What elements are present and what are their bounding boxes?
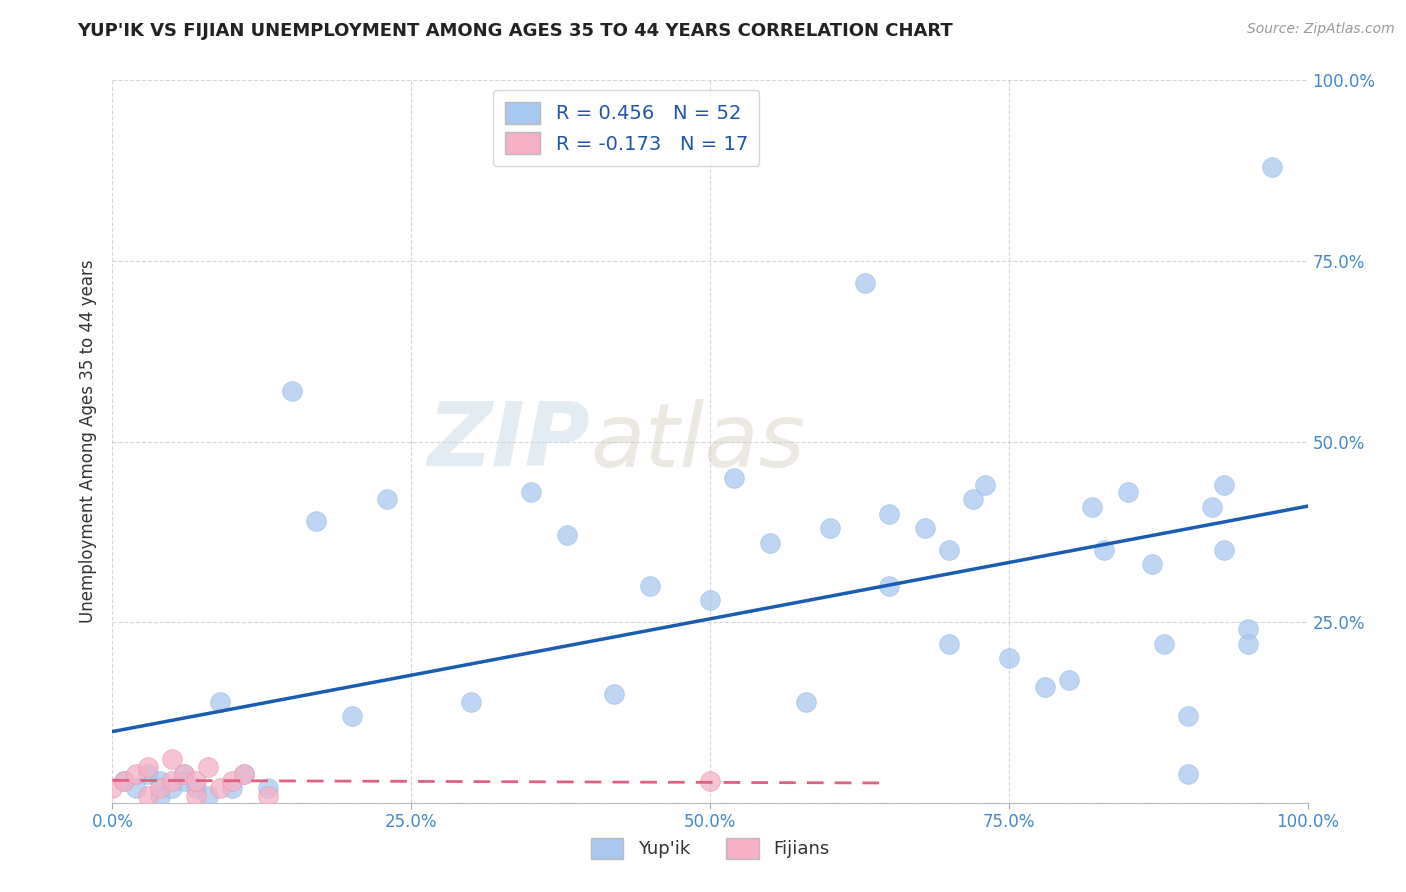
Point bbox=[1057, 673, 1080, 687]
Point bbox=[125, 781, 148, 796]
Point bbox=[603, 687, 626, 701]
Point bbox=[340, 709, 363, 723]
Text: ZIP: ZIP bbox=[427, 398, 591, 485]
Point bbox=[221, 774, 243, 789]
Point bbox=[162, 752, 183, 766]
Point bbox=[1237, 623, 1260, 637]
Point bbox=[186, 781, 208, 796]
Point bbox=[962, 492, 984, 507]
Point bbox=[879, 507, 901, 521]
Point bbox=[233, 767, 256, 781]
Point bbox=[879, 579, 901, 593]
Point bbox=[520, 485, 543, 500]
Text: atlas: atlas bbox=[591, 399, 806, 484]
Point bbox=[974, 478, 997, 492]
Point bbox=[699, 593, 721, 607]
Point bbox=[1261, 160, 1284, 174]
Point bbox=[759, 535, 782, 549]
Point bbox=[149, 789, 172, 803]
Point bbox=[1033, 680, 1056, 694]
Point bbox=[186, 789, 208, 803]
Point bbox=[138, 767, 160, 781]
Point bbox=[186, 774, 208, 789]
Point bbox=[1237, 637, 1260, 651]
Text: Source: ZipAtlas.com: Source: ZipAtlas.com bbox=[1247, 22, 1395, 37]
Point bbox=[855, 276, 877, 290]
Point bbox=[998, 651, 1021, 665]
Point bbox=[1213, 542, 1236, 557]
Point bbox=[794, 695, 817, 709]
Point bbox=[1177, 767, 1199, 781]
Point bbox=[173, 774, 195, 789]
Point bbox=[257, 781, 280, 796]
Point bbox=[149, 781, 172, 796]
Text: YUP'IK VS FIJIAN UNEMPLOYMENT AMONG AGES 35 TO 44 YEARS CORRELATION CHART: YUP'IK VS FIJIAN UNEMPLOYMENT AMONG AGES… bbox=[77, 22, 953, 40]
Point bbox=[938, 542, 960, 557]
Point bbox=[460, 695, 482, 709]
Point bbox=[149, 774, 172, 789]
Point bbox=[125, 767, 148, 781]
Point bbox=[257, 789, 280, 803]
Point bbox=[1213, 478, 1236, 492]
Point bbox=[138, 789, 160, 803]
Point bbox=[723, 470, 745, 484]
Point bbox=[1094, 542, 1116, 557]
Point bbox=[197, 789, 219, 803]
Point bbox=[209, 695, 232, 709]
Point bbox=[1153, 637, 1175, 651]
Point bbox=[114, 774, 135, 789]
Point bbox=[162, 774, 183, 789]
Point bbox=[233, 767, 256, 781]
Point bbox=[377, 492, 399, 507]
Point bbox=[1201, 500, 1223, 514]
Point bbox=[173, 767, 195, 781]
Legend: Yup'ik, Fijians: Yup'ik, Fijians bbox=[583, 830, 837, 866]
Point bbox=[1081, 500, 1104, 514]
Y-axis label: Unemployment Among Ages 35 to 44 years: Unemployment Among Ages 35 to 44 years bbox=[79, 260, 97, 624]
Point bbox=[640, 579, 662, 593]
Point bbox=[221, 781, 243, 796]
Point bbox=[818, 521, 841, 535]
Point bbox=[209, 781, 232, 796]
Point bbox=[555, 528, 578, 542]
Point bbox=[138, 760, 160, 774]
Point bbox=[197, 760, 219, 774]
Point bbox=[173, 767, 195, 781]
Point bbox=[281, 384, 304, 398]
Point bbox=[914, 521, 936, 535]
Point bbox=[101, 781, 124, 796]
Point bbox=[1142, 558, 1164, 572]
Point bbox=[114, 774, 135, 789]
Point bbox=[1177, 709, 1199, 723]
Point bbox=[938, 637, 960, 651]
Point bbox=[162, 781, 183, 796]
Point bbox=[1118, 485, 1140, 500]
Point bbox=[699, 774, 721, 789]
Point bbox=[305, 514, 328, 528]
